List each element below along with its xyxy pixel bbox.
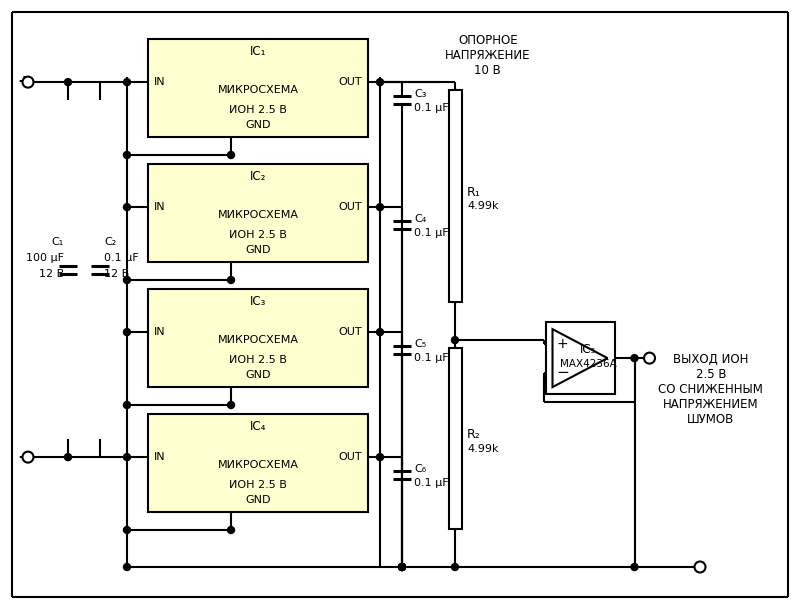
- Circle shape: [65, 454, 71, 460]
- Text: OUT: OUT: [338, 202, 362, 212]
- Circle shape: [451, 563, 458, 571]
- Text: IC₁: IC₁: [250, 45, 266, 58]
- Circle shape: [644, 353, 655, 364]
- Text: 100 μF: 100 μF: [26, 253, 64, 262]
- FancyBboxPatch shape: [148, 289, 368, 387]
- Text: −: −: [556, 365, 569, 380]
- Text: МИКРОСХЕМА: МИКРОСХЕМА: [218, 460, 298, 470]
- Circle shape: [694, 561, 706, 572]
- Polygon shape: [553, 329, 607, 387]
- Circle shape: [123, 454, 130, 460]
- Circle shape: [123, 152, 130, 158]
- Circle shape: [22, 77, 34, 88]
- Bar: [449, 90, 462, 302]
- Circle shape: [377, 329, 383, 336]
- Text: GND: GND: [246, 495, 270, 505]
- Text: MAX4236A: MAX4236A: [560, 359, 616, 369]
- Text: C₅: C₅: [414, 339, 426, 349]
- Circle shape: [123, 401, 130, 409]
- Circle shape: [377, 79, 383, 86]
- Circle shape: [398, 563, 406, 571]
- Circle shape: [227, 527, 234, 533]
- FancyBboxPatch shape: [148, 164, 368, 262]
- Text: C₂: C₂: [104, 237, 116, 247]
- Bar: [546, 322, 614, 394]
- Text: OUT: OUT: [338, 327, 362, 337]
- Text: IN: IN: [154, 202, 166, 212]
- Circle shape: [65, 79, 71, 86]
- Text: ИОН 2.5 В: ИОН 2.5 В: [229, 354, 287, 365]
- Circle shape: [377, 454, 383, 460]
- Circle shape: [123, 203, 130, 211]
- Text: IN: IN: [154, 452, 166, 462]
- Circle shape: [123, 527, 130, 533]
- Circle shape: [227, 276, 234, 284]
- Text: ВЫХОД ИОН
2.5 В
СО СНИЖЕННЫМ
НАПРЯЖЕНИЕМ
ШУМОВ: ВЫХОД ИОН 2.5 В СО СНИЖЕННЫМ НАПРЯЖЕНИЕМ…: [658, 353, 763, 426]
- Circle shape: [227, 152, 234, 158]
- Text: ИОН 2.5 В: ИОН 2.5 В: [229, 230, 287, 240]
- Text: МИКРОСХЕМА: МИКРОСХЕМА: [218, 210, 298, 220]
- Text: 0.1 μF: 0.1 μF: [414, 353, 449, 363]
- Text: 4.99k: 4.99k: [467, 443, 498, 454]
- Text: ОПОРНОЕ
НАПРЯЖЕНИЕ
10 В: ОПОРНОЕ НАПРЯЖЕНИЕ 10 В: [445, 34, 530, 77]
- Text: МИКРОСХЕМА: МИКРОСХЕМА: [218, 85, 298, 95]
- Text: C₃: C₃: [414, 89, 426, 99]
- Circle shape: [398, 563, 406, 571]
- Text: ИОН 2.5 В: ИОН 2.5 В: [229, 480, 287, 490]
- Text: R₂: R₂: [467, 428, 481, 441]
- FancyBboxPatch shape: [148, 414, 368, 512]
- Circle shape: [227, 401, 234, 409]
- Circle shape: [631, 354, 638, 362]
- Text: OUT: OUT: [338, 452, 362, 462]
- Text: 12 В: 12 В: [38, 269, 64, 279]
- Text: −: −: [17, 447, 31, 465]
- Text: 0.1 μF: 0.1 μF: [414, 478, 449, 488]
- Text: IC₃: IC₃: [250, 295, 266, 308]
- Text: GND: GND: [246, 120, 270, 130]
- Text: 4.99k: 4.99k: [467, 201, 498, 211]
- Text: C₁: C₁: [52, 237, 64, 247]
- Circle shape: [22, 452, 34, 463]
- Text: 0.1 μF: 0.1 μF: [414, 228, 449, 238]
- Text: IC₄: IC₄: [250, 420, 266, 433]
- Text: C₆: C₆: [414, 464, 426, 474]
- Text: IN: IN: [154, 327, 166, 337]
- Text: C₄: C₄: [414, 214, 426, 224]
- Text: IC₂: IC₂: [250, 170, 266, 183]
- Text: GND: GND: [246, 245, 270, 255]
- Text: 12 В: 12 В: [104, 269, 130, 279]
- Bar: [449, 348, 462, 529]
- Circle shape: [451, 337, 458, 343]
- Circle shape: [123, 276, 130, 284]
- Text: GND: GND: [246, 370, 270, 380]
- Circle shape: [123, 563, 130, 571]
- Text: OUT: OUT: [338, 77, 362, 87]
- Circle shape: [123, 79, 130, 86]
- Text: 0.1 μF: 0.1 μF: [414, 103, 449, 113]
- Circle shape: [398, 563, 406, 571]
- Text: IN: IN: [154, 77, 166, 87]
- Text: R₁: R₁: [467, 186, 481, 199]
- Text: +: +: [18, 74, 30, 89]
- Circle shape: [377, 203, 383, 211]
- FancyBboxPatch shape: [148, 39, 368, 137]
- Text: +: +: [557, 337, 568, 351]
- Circle shape: [631, 563, 638, 571]
- Text: ИОН 2.5 В: ИОН 2.5 В: [229, 105, 287, 114]
- Text: IC₅: IC₅: [580, 343, 596, 356]
- Circle shape: [123, 329, 130, 336]
- Circle shape: [398, 563, 406, 571]
- Text: МИКРОСХЕМА: МИКРОСХЕМА: [218, 335, 298, 345]
- Text: 0.1 μF: 0.1 μF: [104, 253, 138, 262]
